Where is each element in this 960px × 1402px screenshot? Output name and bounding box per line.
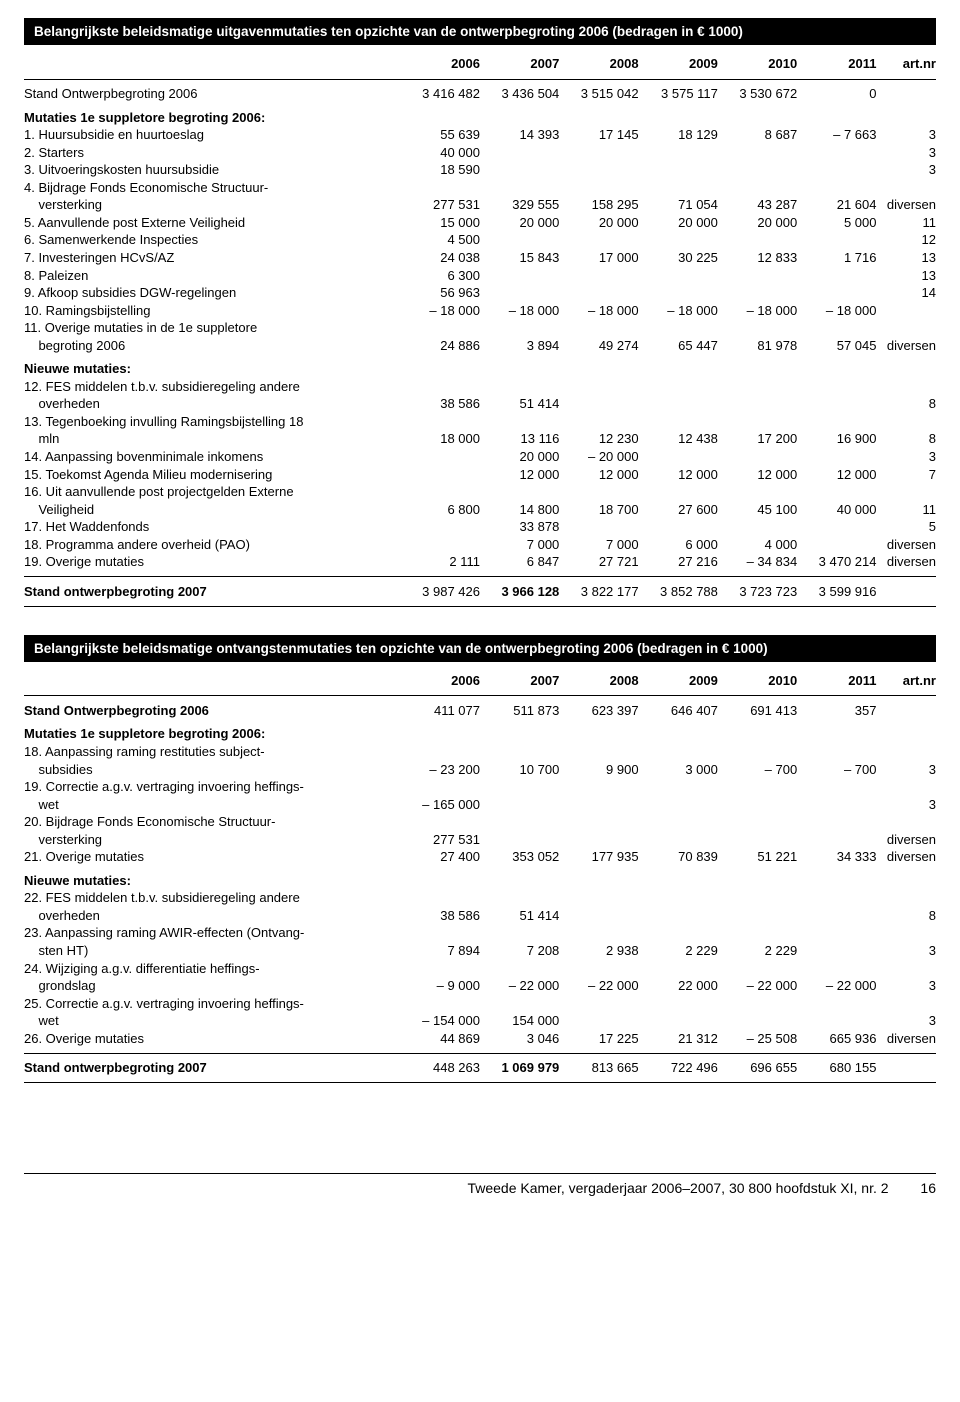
table1: 200620072008200920102011art.nr Stand Ont…: [24, 45, 936, 607]
table-row: 4. Bijdrage Fonds Economische Structuur-: [24, 179, 936, 197]
table-row: 26. Overige mutaties44 8693 04617 22521 …: [24, 1030, 936, 1048]
table-row: 7. Investeringen HCvS/AZ24 03815 84317 0…: [24, 249, 936, 267]
table-row: 3. Uitvoeringskosten huursubsidie18 5903: [24, 161, 936, 179]
table2: 200620072008200920102011art.nr Stand Ont…: [24, 662, 936, 1083]
section-header: Mutaties 1e suppletore begroting 2006:: [24, 725, 936, 743]
table-row: 8. Paleizen6 30013: [24, 267, 936, 285]
section-header: Nieuwe mutaties:: [24, 360, 936, 378]
table-row: 23. Aanpassing raming AWIR-effecten (Ont…: [24, 924, 936, 942]
table1-total: Stand ontwerpbegroting 20073 987 4263 96…: [24, 583, 936, 601]
table-row: 19. Correctie a.g.v. vertraging invoerin…: [24, 778, 936, 796]
section-header: Mutaties 1e suppletore begroting 2006:: [24, 109, 936, 127]
table-row: sten HT)7 8947 2082 9382 2292 2293: [24, 942, 936, 960]
table-row: 16. Uit aanvullende post projectgelden E…: [24, 483, 936, 501]
table-row: 11. Overige mutaties in de 1e suppletore: [24, 319, 936, 337]
table-row: 6. Samenwerkende Inspecties4 50012: [24, 231, 936, 249]
table-row: 10. Ramingsbijstelling– 18 000– 18 000– …: [24, 302, 936, 320]
section-header: Nieuwe mutaties:: [24, 872, 936, 890]
table-row: versterking277 531diversen: [24, 831, 936, 849]
table-row: 1. Huursubsidie en huurtoeslag55 63914 3…: [24, 126, 936, 144]
table-row: Stand Ontwerpbegroting 2006411 077511 87…: [24, 702, 936, 720]
table2-header: 200620072008200920102011art.nr: [24, 662, 936, 696]
footer-page-number: 16: [920, 1180, 936, 1196]
table-row: 21. Overige mutaties27 400353 052177 935…: [24, 848, 936, 866]
footer-text: Tweede Kamer, vergaderjaar 2006–2007, 30…: [467, 1180, 888, 1196]
table-row: overheden38 58651 4148: [24, 395, 936, 413]
table-row: 22. FES middelen t.b.v. subsidieregeling…: [24, 889, 936, 907]
table-row: 24. Wijziging a.g.v. differentiatie heff…: [24, 960, 936, 978]
table-row: 14. Aanpassing bovenminimale inkomens20 …: [24, 448, 936, 466]
table-row: wet– 165 0003: [24, 796, 936, 814]
table-row: 13. Tegenboeking invulling Ramingsbijste…: [24, 413, 936, 431]
table-row: 9. Afkoop subsidies DGW-regelingen56 963…: [24, 284, 936, 302]
table-row: mln18 00013 11612 23012 43817 20016 9008: [24, 430, 936, 448]
table-row: Stand Ontwerpbegroting 20063 416 4823 43…: [24, 85, 936, 103]
table-row: 20. Bijdrage Fonds Economische Structuur…: [24, 813, 936, 831]
table-row: 2. Starters40 0003: [24, 144, 936, 162]
table-row: subsidies– 23 20010 7009 9003 000– 700– …: [24, 761, 936, 779]
table-row: wet– 154 000154 0003: [24, 1012, 936, 1030]
table-row: begroting 200624 8863 89449 27465 44781 …: [24, 337, 936, 355]
table-row: 18. Programma andere overheid (PAO)7 000…: [24, 536, 936, 554]
table2-title: Belangrijkste beleidsmatige ontvangstenm…: [24, 635, 936, 662]
table-row: 18. Aanpassing raming restituties subjec…: [24, 743, 936, 761]
table-row: 15. Toekomst Agenda Milieu modernisering…: [24, 466, 936, 484]
table-row: 5. Aanvullende post Externe Veiligheid15…: [24, 214, 936, 232]
table-row: 19. Overige mutaties2 1116 84727 72127 2…: [24, 553, 936, 571]
table-row: versterking277 531329 555158 29571 05443…: [24, 196, 936, 214]
table1-title: Belangrijkste beleidsmatige uitgavenmuta…: [24, 18, 936, 45]
table-row: 17. Het Waddenfonds33 8785: [24, 518, 936, 536]
table2-total: Stand ontwerpbegroting 2007448 2631 069 …: [24, 1059, 936, 1077]
table-row: Veiligheid6 80014 80018 70027 60045 1004…: [24, 501, 936, 519]
page-footer: Tweede Kamer, vergaderjaar 2006–2007, 30…: [24, 1173, 936, 1196]
table-row: 12. FES middelen t.b.v. subsidieregeling…: [24, 378, 936, 396]
table-row: 25. Correctie a.g.v. vertraging invoerin…: [24, 995, 936, 1013]
table-row: grondslag– 9 000– 22 000– 22 00022 000– …: [24, 977, 936, 995]
table-row: overheden38 58651 4148: [24, 907, 936, 925]
table1-header: 200620072008200920102011art.nr: [24, 45, 936, 79]
